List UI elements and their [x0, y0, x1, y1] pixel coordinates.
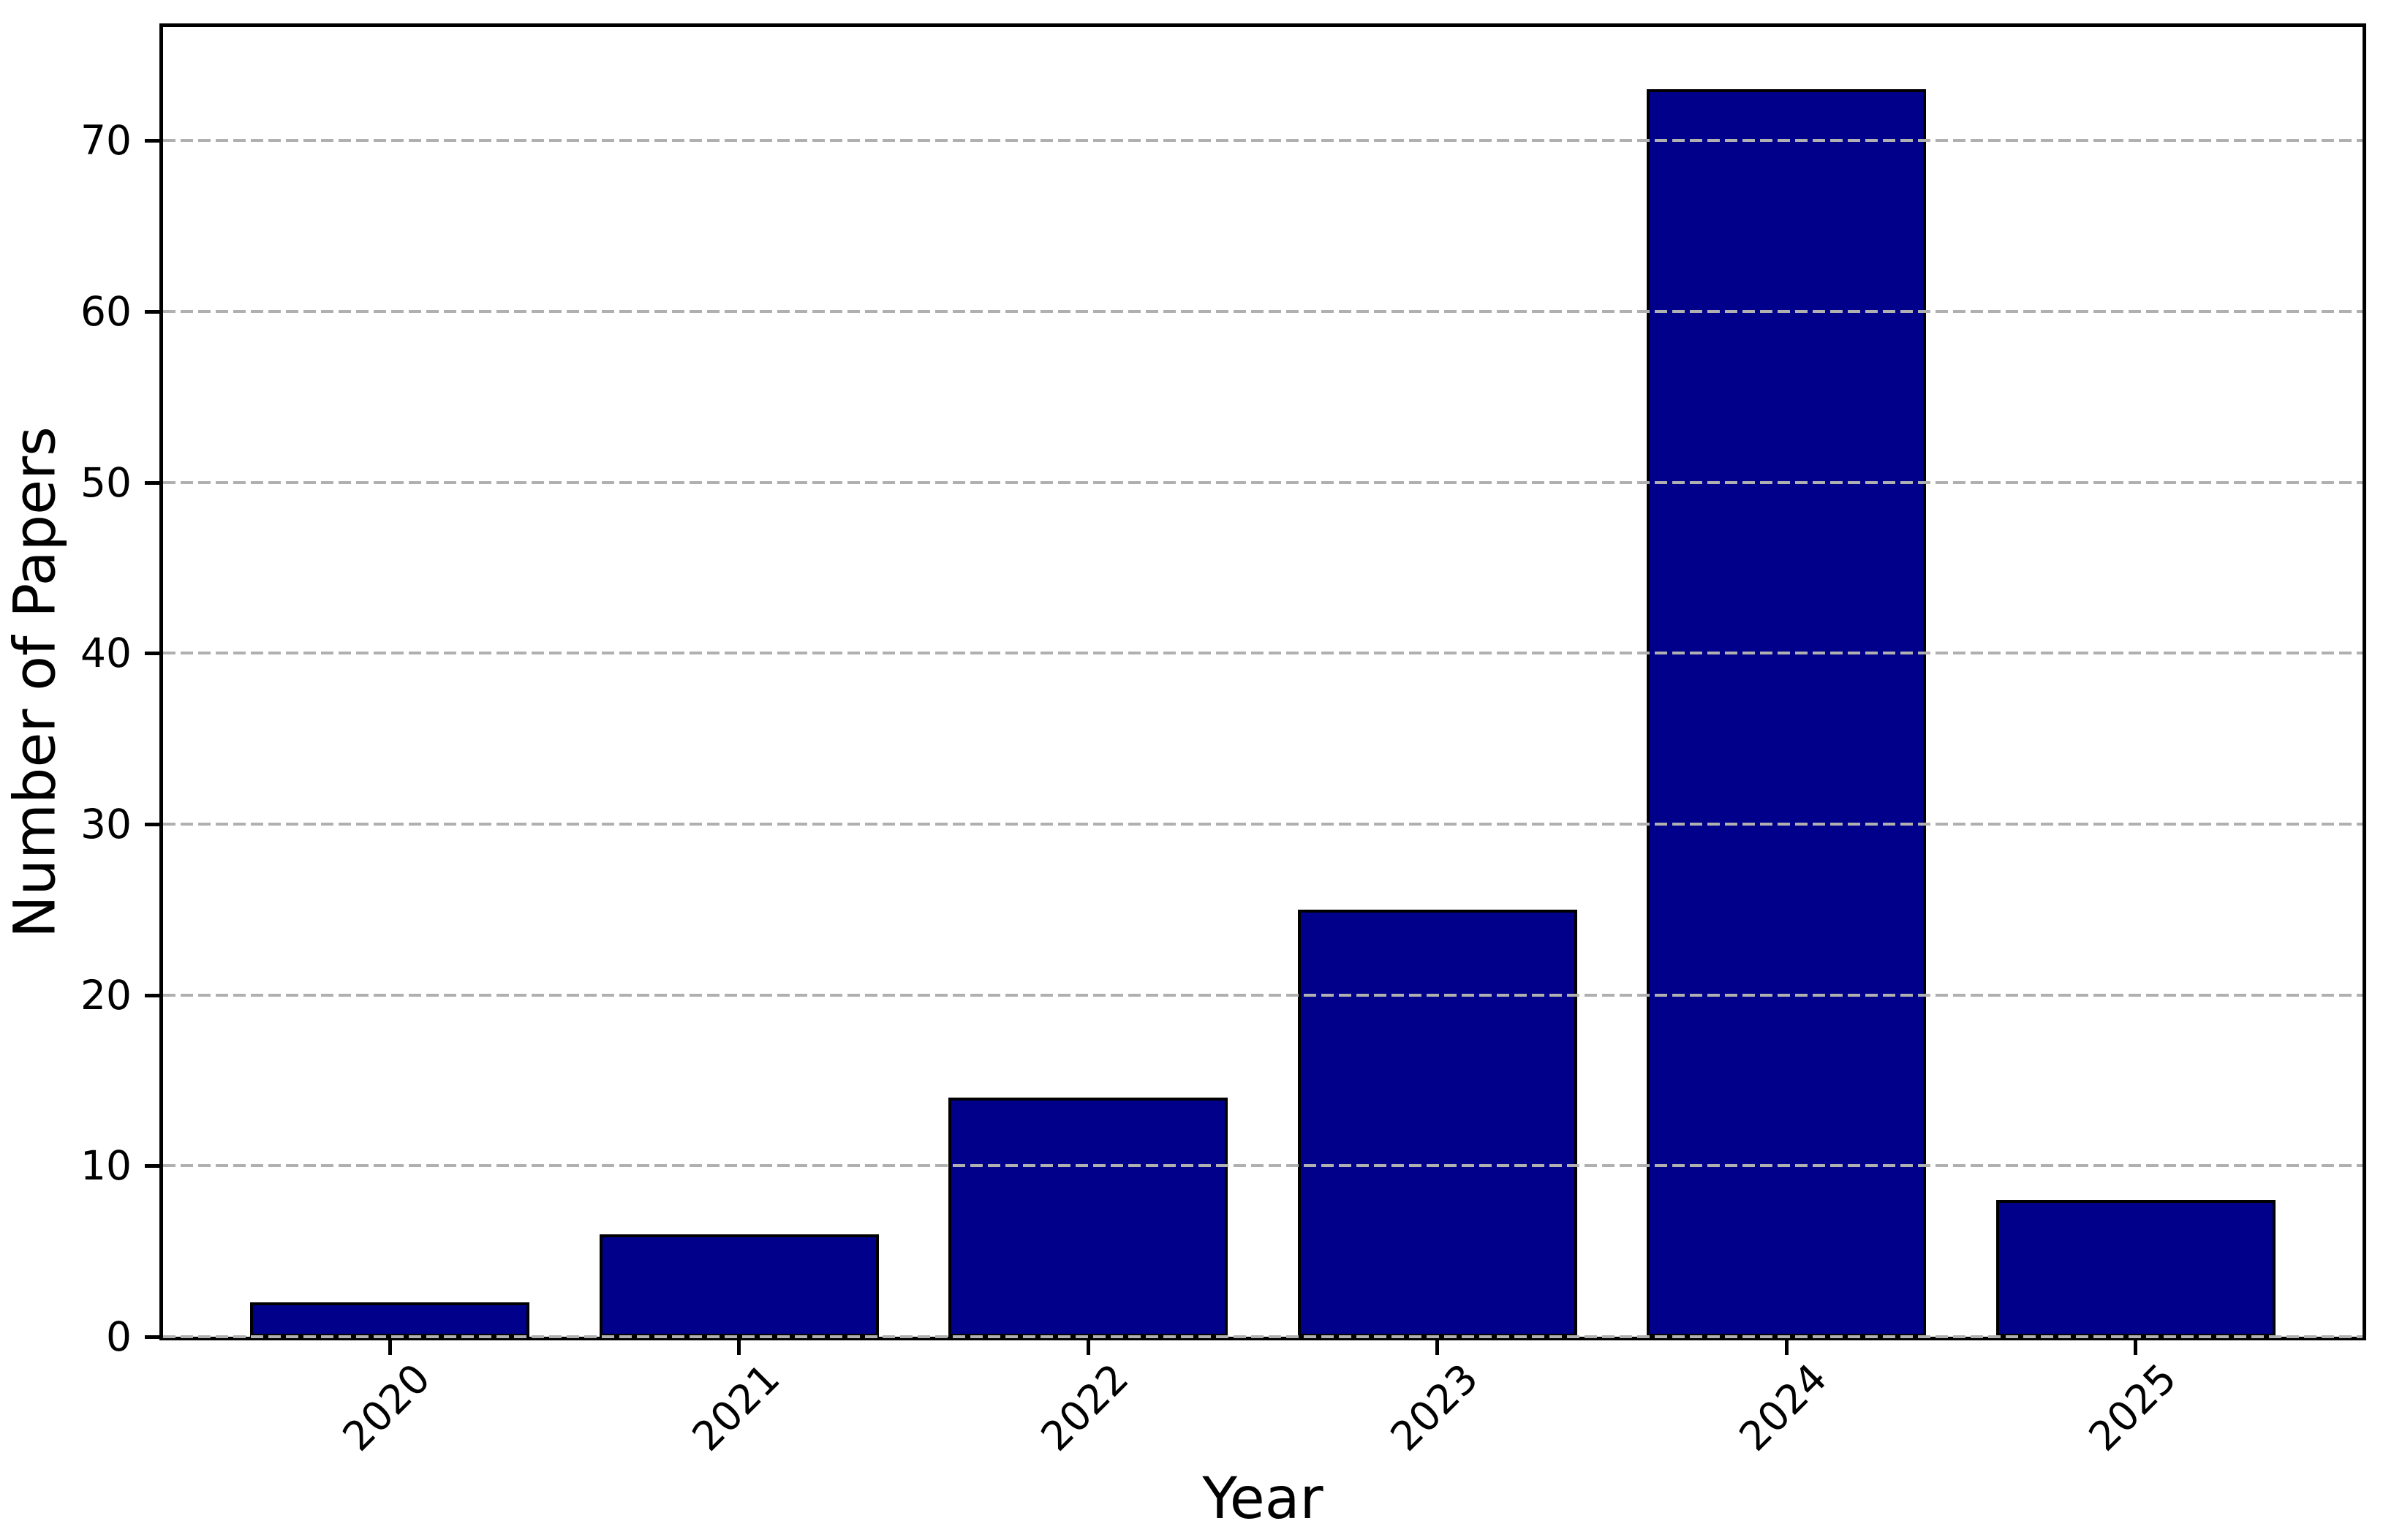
- y-tick-label-0: 0: [106, 1313, 132, 1360]
- y-tick-label-30: 30: [80, 801, 132, 848]
- y-axis-title: Number of Papers: [2, 426, 69, 938]
- x-tick-label-2022: 2022: [1032, 1354, 1138, 1460]
- gridline-y-30: [163, 823, 2363, 826]
- y-tick-label-50: 50: [80, 459, 132, 506]
- bar-2025: [1996, 1200, 2276, 1337]
- y-tick-label-10: 10: [80, 1142, 132, 1189]
- y-tick-mark: [145, 481, 159, 485]
- plot-area-border: [159, 23, 2366, 1340]
- y-tick-label-60: 60: [80, 288, 132, 335]
- x-tick-label-2025: 2025: [2080, 1354, 2186, 1460]
- y-tick-label-20: 20: [80, 972, 132, 1019]
- x-tick-mark: [737, 1340, 741, 1355]
- y-tick-mark: [145, 1164, 159, 1168]
- gridline-y-40: [163, 652, 2363, 654]
- bar-2021: [600, 1234, 879, 1337]
- y-tick-mark: [145, 139, 159, 143]
- bar-2020: [250, 1302, 529, 1337]
- y-tick-mark: [145, 652, 159, 655]
- bar-2024: [1647, 89, 1926, 1337]
- x-tick-label-2023: 2023: [1381, 1354, 1487, 1460]
- x-tick-mark: [1785, 1340, 1789, 1355]
- y-tick-label-70: 70: [80, 117, 132, 164]
- x-tick-label-2021: 2021: [683, 1354, 789, 1460]
- gridline-y-20: [163, 994, 2363, 997]
- y-tick-label-40: 40: [80, 630, 132, 676]
- y-tick-mark: [145, 823, 159, 826]
- y-tick-mark: [145, 1335, 159, 1339]
- y-tick-mark: [145, 310, 159, 314]
- x-axis-title: Year: [1202, 1466, 1323, 1532]
- bar-2023: [1298, 910, 1577, 1337]
- gridline-y-70: [163, 139, 2363, 142]
- x-tick-mark: [2134, 1340, 2137, 1355]
- gridline-y-60: [163, 310, 2363, 313]
- x-tick-mark: [388, 1340, 392, 1355]
- y-tick-mark: [145, 994, 159, 997]
- x-tick-label-2020: 2020: [333, 1354, 439, 1460]
- x-tick-mark: [1435, 1340, 1439, 1355]
- bar-2022: [948, 1098, 1228, 1337]
- x-tick-mark: [1087, 1340, 1090, 1355]
- gridline-y-50: [163, 481, 2363, 484]
- x-tick-label-2024: 2024: [1730, 1354, 1836, 1460]
- gridline-y-10: [163, 1164, 2363, 1167]
